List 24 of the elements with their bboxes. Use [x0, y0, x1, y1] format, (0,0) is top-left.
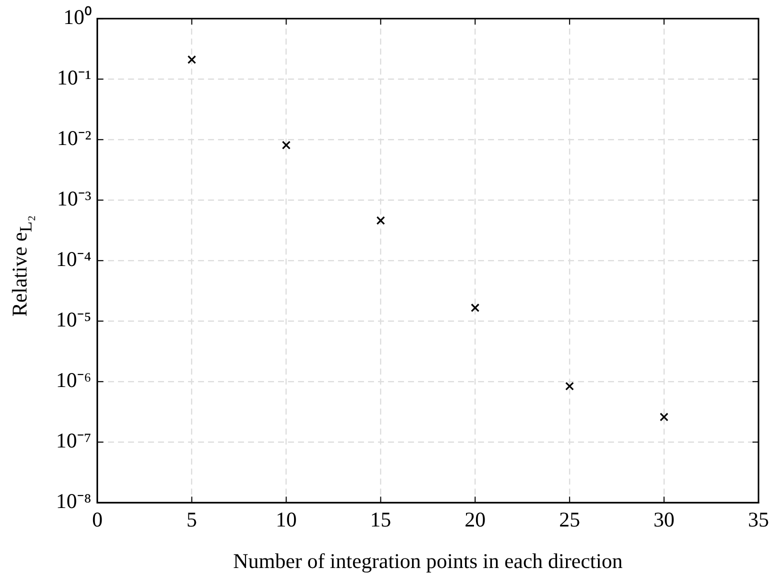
x-tick-label: 5 — [186, 508, 198, 532]
x-axis-title: Number of integration points in each direction — [233, 548, 624, 573]
y-tick-label: 10⁻⁴ — [56, 247, 92, 272]
y-tick-label: 10⁻⁶ — [56, 368, 92, 392]
x-tick-label: 10 — [276, 508, 297, 532]
point — [376, 216, 386, 225]
point — [660, 412, 668, 422]
x-tick-label: 20 — [464, 508, 486, 532]
y-tick-label: 10⁻⁷ — [56, 428, 92, 453]
y-tick-label: 10⁰ — [63, 5, 92, 30]
point — [282, 140, 291, 150]
y-tick-label: 10⁻³ — [57, 186, 92, 211]
y-tick-label: 10⁻⁸ — [56, 489, 92, 514]
x-tick-label: 15 — [370, 508, 392, 532]
x-tick-label: 30 — [654, 508, 675, 532]
x-tick-label: 25 — [559, 508, 580, 532]
y-tick-label: 10⁻¹ — [57, 66, 92, 90]
point — [470, 303, 480, 312]
x-tick-label: 0 — [92, 508, 103, 532]
x-tick-label: 35 — [748, 508, 769, 532]
y-tick-label: 10⁻² — [57, 126, 92, 150]
point — [187, 55, 196, 64]
point — [565, 382, 574, 391]
y-tick-label: 10⁻⁵ — [56, 308, 92, 332]
